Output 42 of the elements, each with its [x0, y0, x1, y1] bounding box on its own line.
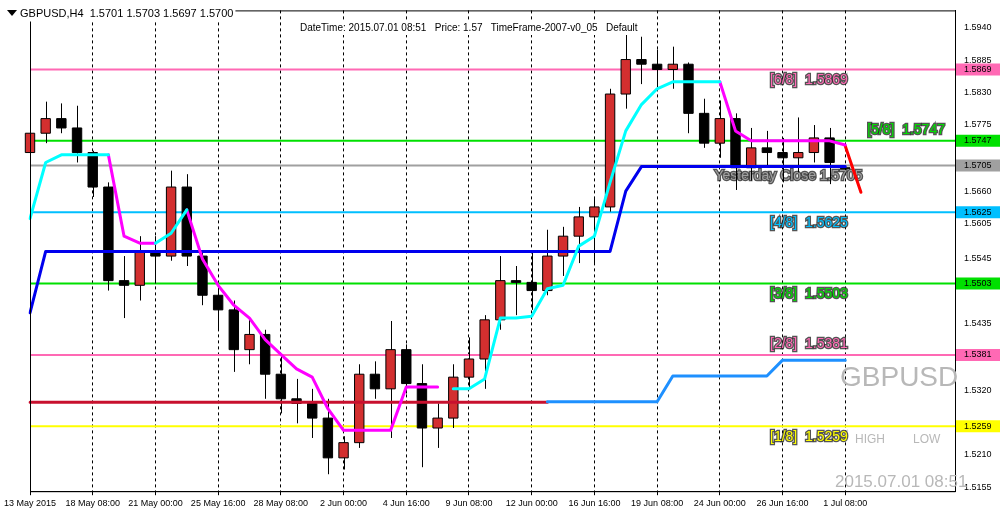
- y-tick-label: 1.5259: [964, 420, 992, 431]
- y-tick-label: 1.5625: [964, 206, 992, 217]
- ref-line-label: [2/8] 1.5381: [770, 334, 849, 351]
- y-tick-label: 1.5885: [964, 54, 992, 65]
- ref-line-label: [3/8] 1.5503: [770, 285, 849, 302]
- x-tick-label: 4 Jun 16:00: [382, 498, 430, 509]
- y-tick-label: 1.5545: [964, 253, 992, 264]
- ref-line-label: [4/8] 1.5625: [770, 214, 849, 231]
- x-tick-label: 26 Jun 16:00: [756, 498, 809, 509]
- y-tick-label: 1.5503: [964, 278, 992, 289]
- chart-title: GBPUSD,H4 1.5701 1.5703 1.5697 1.5700: [20, 7, 234, 20]
- y-tick-label: 1.5869: [964, 63, 992, 74]
- x-tick-label: 18 May 08:00: [65, 498, 120, 509]
- x-tick-label: 21 May 00:00: [128, 498, 183, 509]
- text: DateTime: 2015.07.01 08:51 Price: 1.57 TimeFrame-2007-v0_05 Default: [300, 21, 638, 33]
- y-tick-label: 1.5381: [964, 349, 992, 360]
- x-tick-label: 13 May 2015: [3, 498, 57, 509]
- y-tick-label: 1.5940: [964, 22, 992, 33]
- y-tick-label: 1.5747: [964, 135, 992, 146]
- candlestick: [636, 36, 647, 85]
- x-tick-label: 19 Jun 08:00: [631, 498, 684, 509]
- x-tick-label: 9 Jun 08:00: [445, 498, 493, 509]
- y-tick-label: 1.5435: [964, 317, 992, 328]
- y-tick-label: 1.5775: [964, 118, 992, 129]
- ref-line-label: [6/8] 1.5869: [770, 71, 849, 88]
- x-tick-label: 16 Jun 16:00: [568, 498, 621, 509]
- y-tick-label: 1.5605: [964, 218, 992, 229]
- annotation: HIGH: [855, 432, 885, 447]
- y-tick-label: 1.5660: [964, 186, 992, 197]
- x-tick-label: 28 May 08:00: [253, 498, 309, 509]
- ref-line-label: [5/8] 1.5747: [867, 120, 946, 137]
- x-tick-label: 25 May 16:00: [190, 498, 246, 509]
- x-tick-label: 1 Jul 08:00: [823, 498, 868, 509]
- ref-line-label: [1/8] 1.5259: [770, 428, 849, 445]
- y-tick-label: 1.5830: [964, 86, 992, 97]
- y-tick-label: 1.5705: [964, 159, 992, 170]
- annotation: LOW: [913, 432, 942, 447]
- x-tick-label: 24 Jun 00:00: [693, 498, 746, 509]
- x-tick-label: 2 Jun 00:00: [320, 498, 368, 509]
- x-tick-label: 12 Jun 00:00: [505, 498, 558, 509]
- y-tick-label: 1.5320: [964, 385, 992, 396]
- y-tick-label: 1.5210: [964, 449, 992, 460]
